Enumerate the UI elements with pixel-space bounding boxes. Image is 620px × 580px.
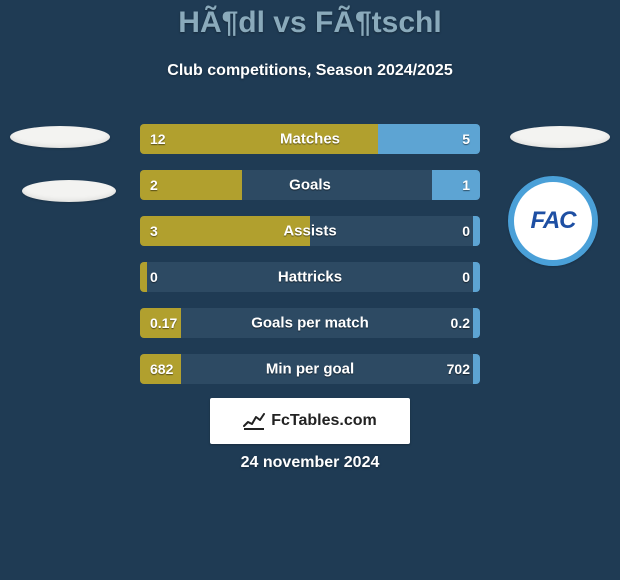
bar-segment-right (432, 170, 480, 200)
right-club-logo-1 (510, 126, 610, 148)
brand-icon (243, 412, 265, 430)
row-label: Min per goal (266, 361, 354, 378)
right-club-badge-text: FAC (531, 207, 576, 235)
bar-segment-left (140, 124, 378, 154)
row-value-left: 0.17 (150, 315, 177, 331)
row-label: Goals per match (251, 315, 369, 332)
comparison-row: 12 5 Matches (140, 124, 480, 154)
comparison-row: 2 1 Goals (140, 170, 480, 200)
row-value-left: 682 (150, 361, 173, 377)
row-value-left: 0 (150, 269, 158, 285)
comparison-row: 0.17 0.2 Goals per match (140, 308, 480, 338)
row-value-right: 1 (462, 177, 470, 193)
comparison-row: 3 0 Assists (140, 216, 480, 246)
right-club-badge: FAC (508, 176, 598, 266)
comparison-row: 0 0 Hattricks (140, 262, 480, 292)
bar-segment-right (473, 216, 480, 246)
row-value-right: 0.2 (451, 315, 470, 331)
left-club-logo-1 (10, 126, 110, 148)
row-value-left: 3 (150, 223, 158, 239)
comparison-bars: 12 5 Matches 2 1 Goals 3 0 Assists 0 0 Hattricks 0.1… (140, 124, 480, 400)
brand-text: FcTables.com (271, 412, 377, 430)
bar-segment-right (473, 354, 480, 384)
row-label: Hattricks (278, 269, 342, 286)
page-subtitle: Club competitions, Season 2024/2025 (0, 62, 620, 80)
left-club-logo-2 (22, 180, 116, 202)
row-value-right: 702 (447, 361, 470, 377)
bar-segment-right (473, 308, 480, 338)
comparison-row: 682 702 Min per goal (140, 354, 480, 384)
row-value-right: 5 (462, 131, 470, 147)
date-line: 24 november 2024 (0, 454, 620, 472)
row-label: Assists (283, 223, 336, 240)
row-value-right: 0 (462, 223, 470, 239)
row-value-right: 0 (462, 269, 470, 285)
page-title: HÃ¶dl vs FÃ¶tschl (0, 6, 620, 40)
brand-pill[interactable]: FcTables.com (210, 398, 410, 444)
bar-segment-right (473, 262, 480, 292)
row-value-left: 12 (150, 131, 166, 147)
page-root: HÃ¶dl vs FÃ¶tschl Club competitions, Sea… (0, 0, 620, 580)
bar-segment-left (140, 262, 147, 292)
row-label: Goals (289, 177, 331, 194)
row-label: Matches (280, 131, 340, 148)
row-value-left: 2 (150, 177, 158, 193)
